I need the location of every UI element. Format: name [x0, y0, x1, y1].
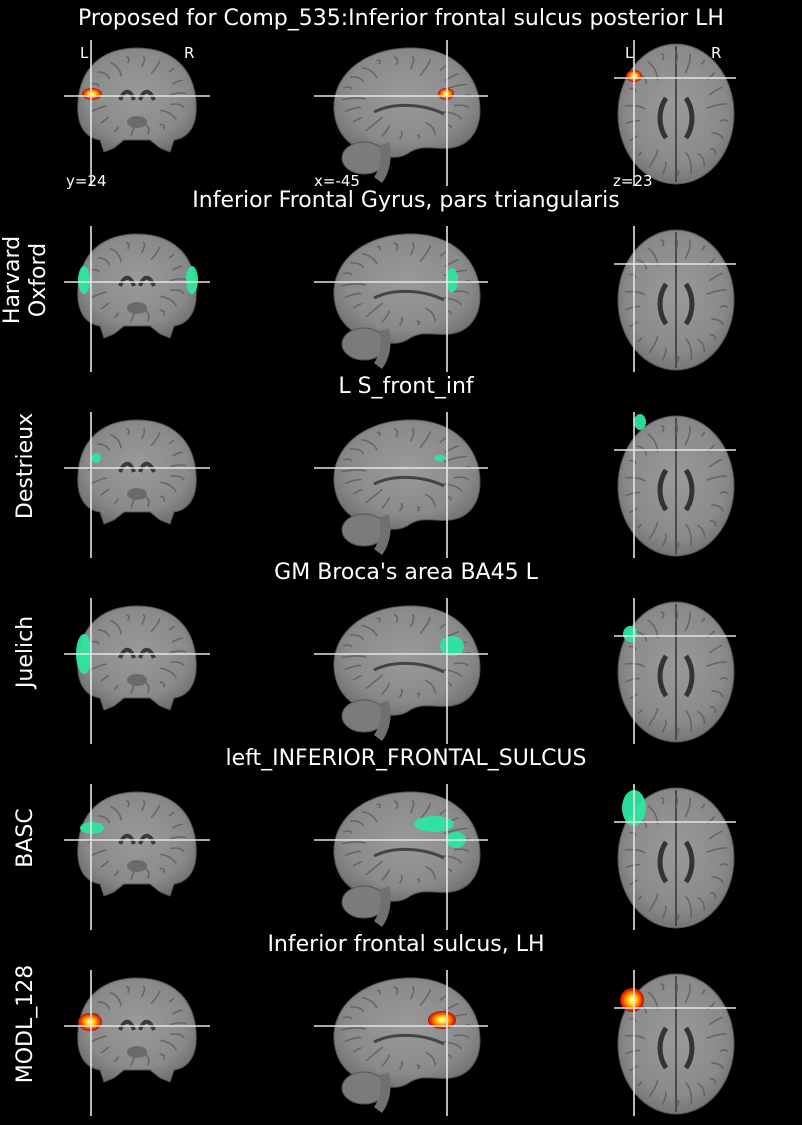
axial-slice	[614, 598, 736, 744]
coronal-slice	[64, 412, 210, 558]
atlas-label: Destrieux	[13, 413, 39, 519]
sagittal-slice	[314, 970, 488, 1116]
axial-coordinate: z=23	[613, 172, 653, 190]
axial-slice	[614, 784, 736, 930]
coronal-slice	[64, 598, 210, 744]
region-title: left_INFERIOR_FRONTAL_SULCUS	[225, 746, 587, 771]
coronal-slice	[64, 40, 210, 186]
orientation-left-label: L	[625, 44, 634, 62]
axial-slice	[614, 412, 736, 558]
region-title: Inferior frontal sulcus, LH	[267, 932, 545, 957]
atlas-label-line: BASC	[13, 808, 38, 868]
sagittal-coordinate: x=-45	[314, 172, 360, 190]
atlas-label: BASC	[13, 808, 39, 867]
sagittal-slice	[314, 784, 488, 930]
region-title: L S_front_inf	[338, 374, 474, 399]
atlas-label: Harvard Oxford	[0, 236, 52, 324]
atlas-label-line: Destrieux	[13, 412, 38, 520]
coronal-slice	[64, 226, 210, 372]
sagittal-slice	[314, 226, 488, 372]
figure-title: Proposed for Comp_535:Inferior frontal s…	[78, 6, 724, 31]
region-title: Inferior Frontal Gyrus, pars triangulari…	[192, 188, 620, 213]
coronal-slice	[64, 970, 210, 1116]
orientation-left-label: L	[80, 44, 89, 62]
atlas-label-line: Juelich	[13, 615, 38, 689]
sagittal-slice	[314, 412, 488, 558]
orientation-right-label: R	[711, 44, 722, 62]
coronal-coordinate: y=24	[66, 172, 107, 190]
atlas-label: MODL_128	[13, 965, 39, 1084]
orientation-right-label: R	[184, 44, 195, 62]
coronal-slice	[64, 784, 210, 930]
atlas-label-line: Oxford	[26, 242, 51, 318]
atlas-label: Juelich	[13, 616, 39, 688]
axial-slice	[614, 970, 736, 1116]
region-title: GM Broca's area BA45 L	[274, 560, 538, 585]
sagittal-slice	[314, 40, 488, 186]
atlas-label-line: Harvard	[0, 235, 25, 325]
sagittal-slice	[314, 598, 488, 744]
atlas-label-line: MODL_128	[13, 964, 38, 1084]
axial-slice	[614, 226, 736, 372]
axial-slice	[614, 40, 736, 186]
